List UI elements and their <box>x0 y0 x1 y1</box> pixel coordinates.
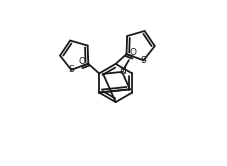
Text: N: N <box>118 67 125 76</box>
Text: O: O <box>129 48 136 57</box>
Text: O: O <box>78 57 85 66</box>
Text: S: S <box>68 65 74 74</box>
Text: S: S <box>140 56 146 65</box>
